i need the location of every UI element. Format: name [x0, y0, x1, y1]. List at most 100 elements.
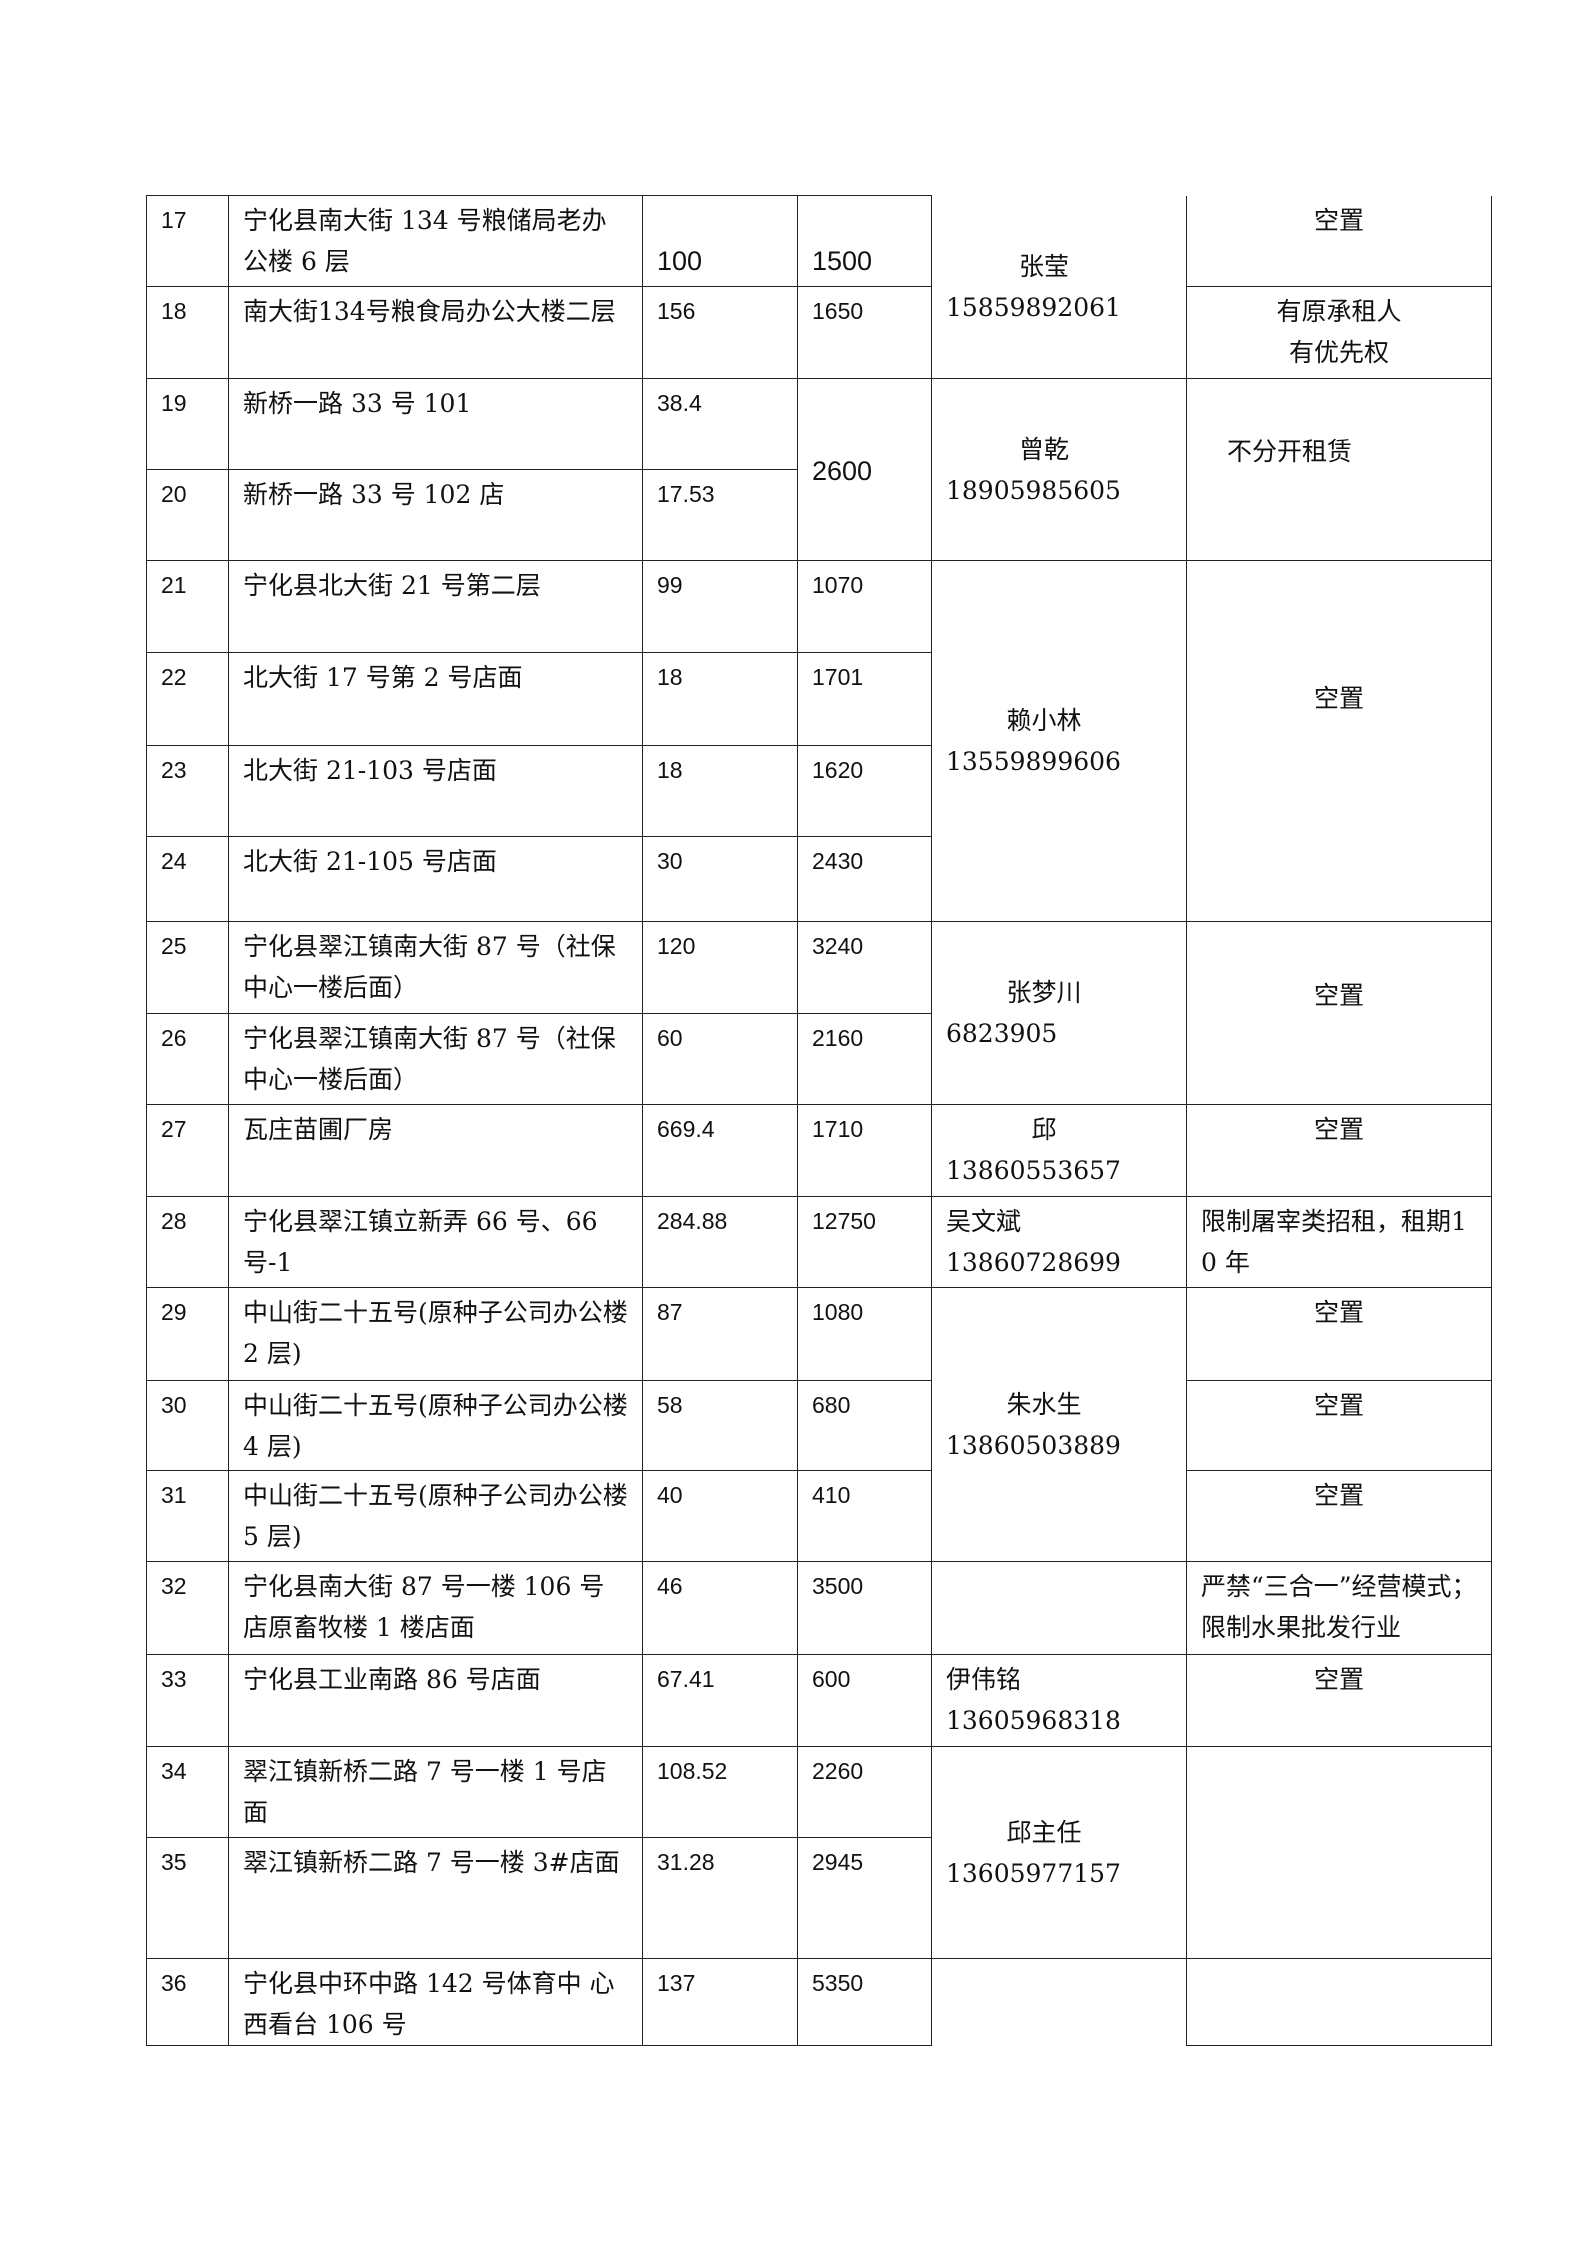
rent-cell: 600 — [797, 1654, 932, 1747]
contact-phone: 13605977157 — [946, 1858, 1121, 1888]
row-number: 34 — [146, 1746, 229, 1838]
contact-cell: 曾乾 18905985605 — [931, 378, 1187, 561]
area-cell: 60 — [642, 1013, 798, 1105]
address-cell: 宁化县翠江镇南大街 87 号（社保中心一楼后面） — [228, 1013, 643, 1105]
rent-cell: 1710 — [797, 1104, 932, 1197]
area-cell: 67.41 — [642, 1654, 798, 1747]
rent-cell: 2945 — [797, 1837, 932, 1959]
area-cell: 156 — [642, 286, 798, 379]
area-cell: 100 — [642, 195, 798, 287]
table-row: 23 北大街 21-103 号店面 18 1620 — [146, 745, 1492, 837]
rent-cell: 2260 — [797, 1746, 932, 1838]
row-number: 33 — [146, 1654, 229, 1747]
area-cell: 108.52 — [642, 1746, 798, 1838]
row-number: 27 — [146, 1104, 229, 1197]
row-number: 29 — [146, 1287, 229, 1381]
address-cell: 宁化县南大街 87 号一楼 106 号店原畜牧楼 1 楼店面 — [228, 1561, 643, 1655]
row-number: 35 — [146, 1837, 229, 1959]
contact-cell: 朱水生 13860503889 — [931, 1287, 1187, 1562]
row-number: 21 — [146, 560, 229, 653]
table-row: 31 中山街二十五号(原种子公司办公楼 5 层) 40 410 空置 — [146, 1470, 1492, 1562]
row-number: 36 — [146, 1958, 229, 2046]
row-number: 22 — [146, 652, 229, 746]
contact-cell: 张莹 15859892061 — [931, 195, 1187, 379]
address-cell: 北大街 21-103 号店面 — [228, 745, 643, 837]
table-row: 17 宁化县南大街 134 号粮储局老办公楼 6 层 100 1500 张莹 158598… — [146, 195, 1492, 379]
property-table: 17 宁化县南大街 134 号粮储局老办公楼 6 层 100 1500 张莹 158598… — [146, 195, 1492, 2046]
row-number: 18 — [146, 286, 229, 379]
contact-cell: 伊伟铭 13605968318 — [931, 1654, 1187, 1747]
rent-cell: 1070 — [797, 560, 932, 653]
rent-cell: 12750 — [797, 1196, 932, 1288]
note-cell: 空置 — [1186, 1380, 1492, 1471]
area-cell: 99 — [642, 560, 798, 653]
contact-cell — [931, 1561, 1187, 1655]
table-row: 30 中山街二十五号(原种子公司办公楼 4 层) 58 680 空置 — [146, 1380, 1492, 1471]
address-cell: 北大街 21-105 号店面 — [228, 836, 643, 922]
table-row: 27 瓦庄苗圃厂房 669.4 1710 邱 13860553657 空置 — [146, 1104, 1492, 1197]
contact-phone: 18905985605 — [946, 475, 1121, 505]
row-number: 31 — [146, 1470, 229, 1562]
table-row: 25 宁化县翠江镇南大街 87 号（社保中心一楼后面） 120 3240 张梦川 6823… — [146, 921, 1492, 1105]
note-cell: 空置 — [1186, 195, 1492, 287]
address-cell: 中山街二十五号(原种子公司办公楼 2 层) — [228, 1287, 643, 1381]
rent-cell: 1500 — [797, 195, 932, 287]
row-number: 17 — [146, 195, 229, 287]
address-cell: 新桥一路 33 号 102 店 — [228, 469, 643, 561]
row-number: 32 — [146, 1561, 229, 1655]
contact-name: 赖小林 — [1006, 706, 1082, 735]
note-text: 空置 — [1313, 980, 1364, 1010]
area-cell: 120 — [642, 921, 798, 1014]
note-text: 有原承租人 有优先权 — [1276, 297, 1402, 367]
note-cell: 空置 — [1186, 560, 1492, 922]
contact-phone: 6823905 — [946, 1019, 1058, 1048]
rent-cell: 2600 — [797, 378, 932, 561]
contact-name: 伊伟铭 — [946, 1665, 1022, 1694]
contact-name: 吴文斌 — [946, 1207, 1022, 1236]
address-cell: 翠江镇新桥二路 7 号一楼 3#店面 — [228, 1837, 643, 1959]
contact-name: 张梦川 — [1006, 978, 1082, 1007]
address-cell: 新桥一路 33 号 101 — [228, 378, 643, 470]
rent-cell: 410 — [797, 1470, 932, 1562]
note-cell: 空置 — [1186, 921, 1492, 1105]
table-row: 28 宁化县翠江镇立新弄 66 号、66 号-1 284.88 12750 吴文斌 138… — [146, 1196, 1492, 1288]
contact-cell: 吴文斌 13860728699 — [931, 1196, 1187, 1288]
address-cell: 宁化县工业南路 86 号店面 — [228, 1654, 643, 1747]
table-row: 20 新桥一路 33 号 102 店 17.53 — [146, 469, 1492, 561]
contact-name: 张莹 — [1018, 251, 1069, 281]
rent-cell: 2430 — [797, 836, 932, 922]
note-text: 严禁“三合一”经营模式；限制水果批发行业 — [1201, 1572, 1477, 1642]
area-cell: 58 — [642, 1380, 798, 1471]
note-cell: 限制屠宰类招租，租期10 年 — [1186, 1196, 1492, 1288]
address-cell: 中山街二十五号(原种子公司办公楼 5 层) — [228, 1470, 643, 1562]
area-cell: 18 — [642, 652, 798, 746]
contact-phone: 13605968318 — [946, 1706, 1121, 1735]
area-cell: 284.88 — [642, 1196, 798, 1288]
contact-name: 邱 — [1031, 1115, 1057, 1144]
contact-cell — [931, 1958, 1187, 2046]
rent-cell: 3500 — [797, 1561, 932, 1655]
table-row: 34 翠江镇新桥二路 7 号一楼 1 号店面 108.52 2260 邱主任 136059… — [146, 1746, 1492, 1959]
note-cell: 空置 — [1186, 1654, 1492, 1747]
rent-cell: 1650 — [797, 286, 932, 379]
contact-cell: 张梦川 6823905 — [931, 921, 1187, 1105]
table-row: 29 中山街二十五号(原种子公司办公楼 2 层) 87 1080 朱水生 13860503… — [146, 1287, 1492, 1562]
table-row: 33 宁化县工业南路 86 号店面 67.41 600 伊伟铭 13605968318 空置 — [146, 1654, 1492, 1747]
area-cell: 40 — [642, 1470, 798, 1562]
contact-cell: 赖小林 13559899606 — [931, 560, 1187, 922]
address-cell: 瓦庄苗圃厂房 — [228, 1104, 643, 1197]
contact-phone: 13860503889 — [946, 1430, 1121, 1460]
address-cell: 北大街 17 号第 2 号店面 — [228, 652, 643, 746]
note-cell: 空置 — [1186, 1287, 1492, 1381]
address-cell: 南大街134号粮食局办公大楼二层 — [228, 286, 643, 379]
rent-cell: 1080 — [797, 1287, 932, 1381]
area-cell: 46 — [642, 1561, 798, 1655]
contact-phone: 13559899606 — [946, 747, 1121, 776]
note-cell: 不分开租赁 — [1186, 378, 1492, 561]
row-number: 26 — [146, 1013, 229, 1105]
area-cell: 17.53 — [642, 469, 798, 561]
area-cell: 30 — [642, 836, 798, 922]
address-cell: 宁化县翠江镇立新弄 66 号、66 号-1 — [228, 1196, 643, 1288]
contact-name: 朱水生 — [1006, 1389, 1082, 1419]
contact-name: 邱主任 — [1006, 1817, 1082, 1847]
